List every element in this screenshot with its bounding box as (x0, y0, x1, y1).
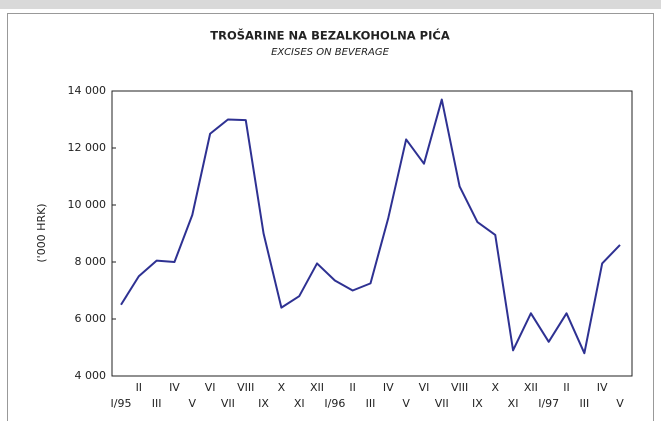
chart-subtitle: EXCISES ON BEVERAGE (271, 47, 390, 58)
x-tick-label: IX (258, 397, 269, 410)
x-tick-label: VI (419, 381, 430, 394)
y-tick-label: 4 000 (75, 369, 107, 382)
x-tick-label: III (366, 397, 376, 410)
x-tick-label: X (491, 381, 499, 394)
y-tick-label: 10 000 (68, 198, 107, 211)
x-tick-label: III (152, 397, 162, 410)
x-tick-label: VIII (237, 381, 254, 394)
x-tick-label: IX (472, 397, 483, 410)
x-tick-label: V (616, 397, 624, 410)
frame (7, 13, 654, 425)
x-tick-label: IV (597, 381, 608, 394)
x-tick-label: X (278, 381, 286, 394)
top-band (0, 0, 661, 9)
x-tick-label: VII (435, 397, 449, 410)
x-tick-label: XI (508, 397, 519, 410)
x-tick-label: I/96 (324, 397, 345, 410)
y-tick-label: 14 000 (68, 84, 107, 97)
plot-area (111, 90, 633, 377)
y-tick-label: 6 000 (75, 312, 107, 325)
x-tick-label: VI (205, 381, 216, 394)
chart-title: TROŠARINE NA BEZALKOHOLNA PIĆA (210, 28, 450, 43)
line (120, 98, 621, 355)
x-tick-label: IV (169, 381, 180, 394)
x-tick-label: V (402, 397, 410, 410)
x-tick-label: VII (221, 397, 235, 410)
y-axis-label: ('000 HRK) (35, 203, 48, 262)
x-tick-label: VIII (451, 381, 468, 394)
x-tick-label: V (189, 397, 197, 410)
x-tick-label: I/95 (111, 397, 132, 410)
x-tick-label: III (579, 397, 589, 410)
x-tick-label: II (563, 381, 570, 394)
y-tick-label: 12 000 (68, 141, 107, 154)
x-tick-label: I/97 (538, 397, 559, 410)
x-tick-label: IV (383, 381, 394, 394)
x-tick-label: XI (294, 397, 305, 410)
x-tick-label: XII (310, 381, 324, 394)
y-tick-label: 8 000 (75, 255, 107, 268)
x-tick-label: II (349, 381, 356, 394)
x-tick-label: XII (524, 381, 538, 394)
x-tick-label: II (136, 381, 143, 394)
